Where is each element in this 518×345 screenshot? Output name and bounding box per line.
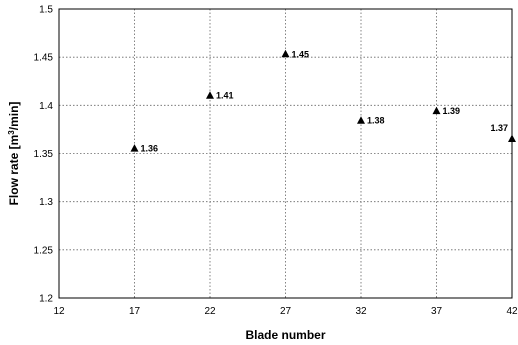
y-tick-label: 1.25 [34, 245, 54, 256]
y-tick-label: 1.3 [39, 197, 53, 208]
data-label: 1.37 [490, 123, 508, 133]
data-point-marker [130, 144, 139, 152]
data-label: 1.36 [141, 144, 159, 154]
data-point-marker [508, 134, 516, 143]
y-tick-label: 1.45 [34, 53, 54, 64]
data-label: 1.39 [443, 106, 461, 116]
y-axis-title: Flow rate [m3/min] [7, 102, 21, 206]
x-axis-ticks: 12 17 22 27 32 37 42 [53, 306, 518, 317]
gridlines [59, 9, 512, 298]
x-tick-label: 17 [129, 306, 141, 317]
x-tick-label: 42 [506, 306, 518, 317]
data-point-marker [206, 91, 214, 99]
x-tick-label: 27 [280, 306, 292, 317]
data-point-marker [432, 106, 441, 115]
y-tick-label: 1.35 [34, 149, 54, 160]
data-point-marker [281, 49, 290, 58]
data-points: 1.36 1.41 1.45 1.38 1.39 1.37 [130, 49, 516, 154]
x-tick-label: 32 [355, 306, 367, 317]
data-point-marker [357, 116, 365, 124]
y-axis-ticks: 1.2 1.25 1.3 1.35 1.4 1.45 1.5 [34, 5, 54, 305]
x-tick-label: 37 [431, 306, 443, 317]
data-label: 1.38 [367, 116, 385, 126]
x-axis-title: Blade number [245, 328, 325, 342]
data-label: 1.41 [216, 91, 234, 101]
x-tick-label: 12 [53, 306, 65, 317]
y-tick-label: 1.5 [39, 5, 53, 16]
y-tick-label: 1.2 [39, 294, 53, 305]
x-tick-label: 22 [204, 306, 216, 317]
y-tick-label: 1.4 [39, 101, 53, 112]
plot-frame [58, 8, 513, 299]
data-label: 1.45 [292, 49, 310, 59]
